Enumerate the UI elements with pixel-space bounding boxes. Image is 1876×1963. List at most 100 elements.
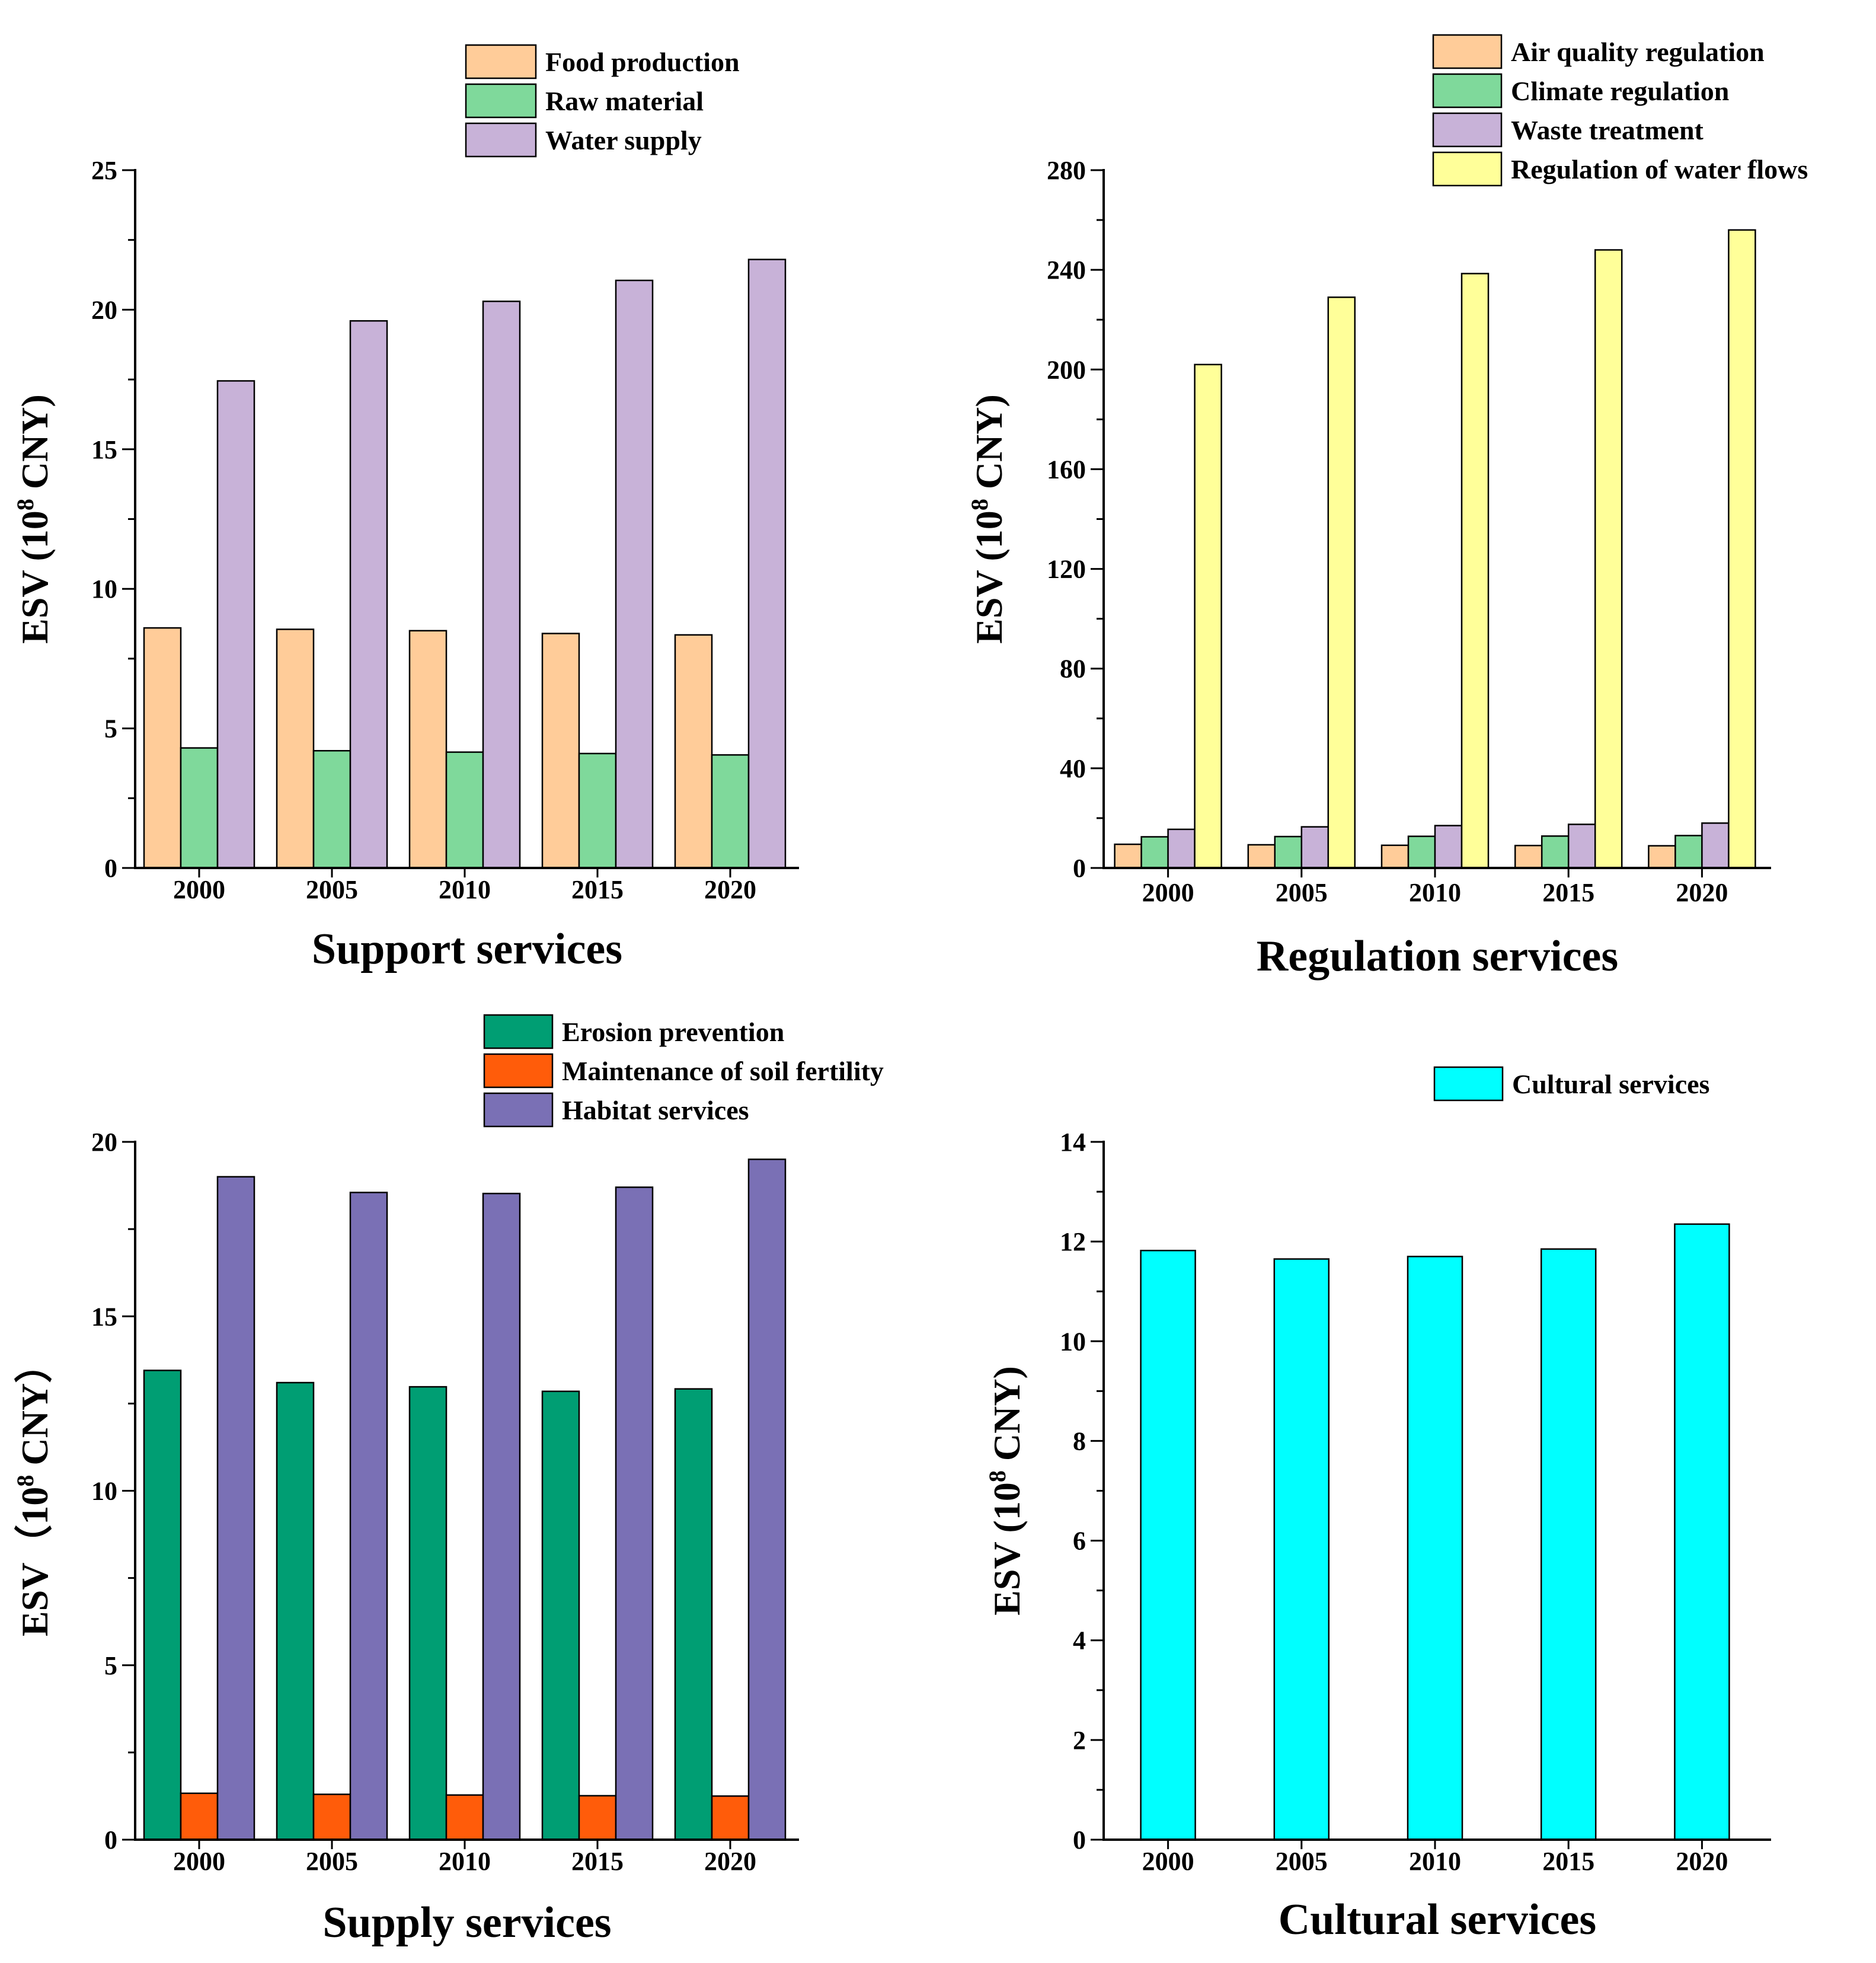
x-tick-label: 2020 bbox=[704, 875, 756, 904]
x-axis-label: Support services bbox=[312, 925, 622, 973]
y-tick-label: 40 bbox=[1060, 754, 1086, 783]
y-axis-label: ESV (108 CNY) bbox=[966, 394, 1010, 644]
x-tick-label: 2015 bbox=[571, 875, 624, 904]
bar-waste-treatment-2020 bbox=[1701, 822, 1730, 869]
bar-maintenance-of-soil-fertility-2010 bbox=[445, 1794, 484, 1841]
bar-habitat-services-2015 bbox=[615, 1186, 654, 1841]
bar-climate-regulation-2015 bbox=[1541, 835, 1570, 869]
legend-label: Regulation of water flows bbox=[1511, 154, 1808, 184]
y-tick-label: 15 bbox=[91, 435, 117, 464]
bar-waste-treatment-2010 bbox=[1434, 825, 1463, 869]
y-axis-label: ESV (108 CNY) bbox=[12, 394, 56, 644]
bar-cultural-services-2015 bbox=[1540, 1248, 1597, 1841]
bar-climate-regulation-2005 bbox=[1274, 835, 1303, 869]
bar-maintenance-of-soil-fertility-2020 bbox=[711, 1795, 750, 1841]
y-axis-label: ESV（108 CNY） bbox=[12, 1345, 56, 1636]
bar-habitat-services-2020 bbox=[747, 1158, 787, 1841]
legend-swatch bbox=[1432, 112, 1503, 148]
bar-air-quality-regulation-2015 bbox=[1514, 844, 1543, 869]
legend-swatch bbox=[465, 83, 537, 119]
y-tick-label: 25 bbox=[91, 156, 117, 185]
bar-raw-material-2020 bbox=[711, 754, 750, 869]
legend-label: Water supply bbox=[545, 125, 702, 155]
x-tick-label: 2015 bbox=[571, 1847, 624, 1876]
y-tick-label: 10 bbox=[91, 1477, 117, 1506]
x-tick-label: 2010 bbox=[1409, 878, 1461, 907]
legend-label: Raw material bbox=[545, 86, 704, 116]
bar-regulation-of-water-flows-2000 bbox=[1194, 363, 1222, 869]
x-tick-label: 2015 bbox=[1542, 1847, 1594, 1876]
legend-swatch bbox=[1432, 73, 1503, 108]
y-tick-label: 80 bbox=[1060, 655, 1086, 684]
bar-habitat-services-2005 bbox=[349, 1192, 388, 1841]
legend: Cultural services bbox=[1433, 1066, 1709, 1102]
x-tick-label: 2005 bbox=[306, 875, 358, 904]
y-tick-label: 240 bbox=[1047, 256, 1086, 285]
bar-raw-material-2005 bbox=[312, 750, 351, 869]
bar-food-production-2000 bbox=[143, 627, 182, 869]
bar-climate-regulation-2000 bbox=[1140, 836, 1169, 869]
bar-erosion-prevention-2005 bbox=[276, 1381, 315, 1841]
bar-regulation-of-water-flows-2015 bbox=[1594, 249, 1623, 869]
bar-air-quality-regulation-2005 bbox=[1247, 844, 1276, 869]
y-tick-label: 0 bbox=[1073, 1825, 1086, 1855]
legend-label: Maintenance of soil fertility bbox=[562, 1056, 884, 1086]
y-tick-label: 120 bbox=[1047, 555, 1086, 584]
bar-water-supply-2000 bbox=[216, 380, 255, 869]
bar-regulation-of-water-flows-2005 bbox=[1327, 296, 1356, 869]
bar-habitat-services-2000 bbox=[216, 1176, 255, 1841]
bar-raw-material-2015 bbox=[578, 752, 617, 869]
y-tick-label: 5 bbox=[104, 1651, 117, 1680]
bar-cultural-services-2000 bbox=[1140, 1250, 1196, 1841]
bar-habitat-services-2010 bbox=[482, 1192, 521, 1841]
bar-regulation-of-water-flows-2010 bbox=[1460, 273, 1490, 869]
x-tick-label: 2020 bbox=[1676, 1847, 1728, 1876]
y-tick-label: 200 bbox=[1047, 355, 1086, 384]
legend-label: Cultural services bbox=[1512, 1069, 1709, 1099]
y-tick-label: 0 bbox=[1073, 854, 1086, 883]
bar-food-production-2015 bbox=[541, 633, 580, 869]
legend-swatch bbox=[1433, 1066, 1504, 1102]
bar-air-quality-regulation-2000 bbox=[1114, 843, 1142, 869]
legend: Air quality regulation Climate regulation… bbox=[1432, 34, 1808, 187]
y-tick-label: 0 bbox=[104, 1825, 117, 1855]
bar-waste-treatment-2000 bbox=[1167, 828, 1196, 869]
bar-maintenance-of-soil-fertility-2000 bbox=[180, 1792, 219, 1841]
legend-swatch bbox=[1432, 34, 1503, 69]
legend-label: Waste treatment bbox=[1511, 115, 1704, 145]
x-tick-label: 2000 bbox=[173, 875, 225, 904]
legend: Erosion prevention Maintenance of soil fe… bbox=[483, 1014, 884, 1128]
legend: Food production Raw material Water supply bbox=[465, 44, 740, 158]
legend-swatch bbox=[483, 1053, 554, 1089]
y-tick-label: 0 bbox=[104, 854, 117, 883]
legend-swatch bbox=[483, 1014, 554, 1049]
bar-water-supply-2015 bbox=[615, 279, 654, 869]
bar-raw-material-2010 bbox=[445, 751, 484, 869]
bar-regulation-of-water-flows-2020 bbox=[1728, 229, 1756, 869]
chart-panel-4: 2000 2005 2010 2015 2020 0 2 4 6 8 10 12 14 ESV (108 … bbox=[984, 1066, 1771, 1944]
bar-maintenance-of-soil-fertility-2005 bbox=[312, 1793, 351, 1841]
bar-cultural-services-2005 bbox=[1273, 1258, 1330, 1841]
y-tick-label: 20 bbox=[91, 295, 117, 324]
y-tick-label: 160 bbox=[1047, 455, 1086, 484]
legend-label: Air quality regulation bbox=[1511, 37, 1765, 67]
y-tick-label: 2 bbox=[1073, 1726, 1086, 1755]
x-tick-label: 2005 bbox=[1276, 878, 1328, 907]
bar-maintenance-of-soil-fertility-2015 bbox=[578, 1795, 617, 1841]
bar-erosion-prevention-2015 bbox=[541, 1390, 580, 1841]
x-axis-label: Cultural services bbox=[1279, 1895, 1596, 1944]
legend-swatch bbox=[1432, 151, 1503, 187]
bar-raw-material-2000 bbox=[180, 747, 219, 869]
legend-label: Habitat services bbox=[562, 1095, 749, 1125]
bar-erosion-prevention-2000 bbox=[143, 1370, 182, 1841]
bar-food-production-2005 bbox=[276, 628, 315, 869]
bar-air-quality-regulation-2020 bbox=[1648, 845, 1676, 869]
y-tick-label: 4 bbox=[1073, 1626, 1086, 1655]
legend-swatch bbox=[465, 122, 537, 158]
bar-cultural-services-2010 bbox=[1407, 1256, 1463, 1841]
x-axis-label: Regulation services bbox=[1257, 932, 1618, 981]
bar-climate-regulation-2020 bbox=[1674, 835, 1703, 869]
x-tick-label: 2000 bbox=[173, 1847, 225, 1876]
legend-label: Erosion prevention bbox=[562, 1017, 784, 1047]
bar-erosion-prevention-2020 bbox=[674, 1388, 713, 1841]
